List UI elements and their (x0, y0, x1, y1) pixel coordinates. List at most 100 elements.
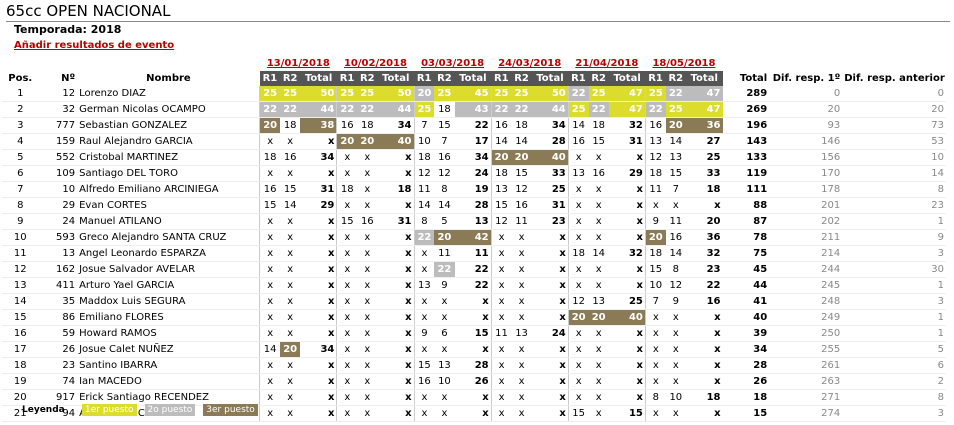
cell: 11 (454, 245, 492, 262)
cell: 22 (490, 101, 512, 118)
cell: x (567, 197, 589, 214)
cell: 21 (2, 405, 39, 422)
column-header: Total (739, 73, 768, 84)
cell: x (511, 229, 532, 246)
round-header: R1 (414, 71, 435, 86)
cell: x (259, 165, 281, 182)
column-header-row: Pos. Nº Nombre R1 R2 Total R1 R2 Total R1 R2 Total R… (2, 71, 946, 86)
cell: x (377, 165, 415, 182)
cell: x (377, 405, 415, 422)
cell: 14 (413, 197, 435, 214)
event-date[interactable]: 24/03/2018 (498, 58, 562, 69)
cell: x (608, 213, 646, 230)
cell: 5 (842, 341, 946, 358)
season: Temporada: 2018 (14, 23, 122, 36)
cell: 10 (842, 149, 946, 166)
cell: 14 (259, 341, 281, 358)
result-row: 11 13 Angel Leonardo ESPARZA x x x x x x x 11 11 x x x… (2, 245, 946, 262)
cell: 31 (377, 213, 415, 230)
event-date[interactable]: 21/04/2018 (575, 58, 639, 69)
cell: 13 (38, 245, 78, 262)
cell: 255 (769, 341, 843, 358)
cell: x (511, 373, 532, 390)
cell: 14 (490, 133, 512, 150)
cell: 119 (722, 165, 770, 182)
cell: x (454, 389, 492, 406)
cell: x (567, 213, 589, 230)
cell: 159 (38, 133, 78, 150)
rider-name: Sebastian GONZALEZ (77, 117, 260, 134)
cell: x (357, 389, 378, 406)
cell: 133 (722, 149, 770, 166)
cell: 245 (769, 277, 843, 294)
result-row: 14 35 Maddox Luis SEGURA x x x x x x x x x x x x 12 13 25… (2, 293, 946, 310)
cell: x (588, 389, 609, 406)
add-results-link[interactable]: Añadir resultados de evento (14, 40, 175, 51)
cell: x (434, 389, 455, 406)
cell: 20 (2, 389, 39, 406)
cell: 1 (2, 86, 39, 102)
rider-name: Josue Calet NUÑEZ (77, 341, 260, 358)
result-row: 10 593 Greco Alejandro SANTA CRUZ x x x x x x 22 2… (2, 229, 946, 246)
cell: x (280, 293, 301, 310)
cell: x (280, 373, 301, 390)
cell: x (413, 309, 435, 326)
cell: 24 (454, 165, 492, 182)
cell: 5 (434, 213, 455, 230)
cell: 87 (722, 213, 770, 230)
cell: x (336, 357, 358, 374)
cell: 30 (842, 261, 946, 278)
cell: 1 (842, 213, 946, 230)
cell: 3 (842, 405, 946, 422)
cell: 20 (842, 101, 946, 118)
cell: 143 (722, 133, 770, 150)
cell: x (644, 325, 666, 342)
cell: 10 (38, 181, 78, 198)
cell: x (531, 405, 569, 422)
cell: x (567, 389, 589, 406)
cell: x (511, 277, 532, 294)
cell: 12 (434, 165, 455, 182)
event-date[interactable]: 10/02/2018 (343, 58, 407, 69)
cell: 22 (336, 101, 358, 118)
legend-title: Leyenda (22, 405, 65, 415)
cell: 0 (769, 86, 843, 102)
cell: 74 (38, 373, 78, 390)
cell: x (259, 245, 281, 262)
event-date[interactable]: 18/05/2018 (652, 58, 716, 69)
cell: x (588, 341, 609, 358)
cell: x (608, 325, 646, 342)
cell: x (490, 405, 512, 422)
cell: x (336, 261, 358, 278)
rider-name: Josue Salvador AVELAR (77, 261, 260, 278)
cell: x (608, 181, 646, 198)
rider-name: Greco Alejandro SANTA CRUZ (77, 229, 260, 246)
cell: x (357, 165, 378, 182)
cell: 26 (38, 341, 78, 358)
cell: x (357, 373, 378, 390)
cell: x (280, 389, 301, 406)
cell: 18 (280, 117, 301, 134)
cell: x (588, 181, 609, 198)
cell: 22 (567, 86, 589, 102)
cell: x (608, 389, 646, 406)
cell: x (300, 165, 337, 182)
cell: 5 (2, 149, 39, 166)
cell: x (280, 325, 301, 342)
event-date[interactable]: 03/03/2018 (421, 58, 485, 69)
cell: 20 (259, 117, 281, 134)
cell: 10 (665, 389, 686, 406)
result-row: 4 159 Raul Alejandro GARCIA x x x 20 20 40 10 7 17 1… (2, 133, 946, 150)
cell: 8 (2, 197, 39, 214)
cell: x (280, 405, 301, 422)
cell: x (377, 229, 415, 246)
legend-item: 1er puesto (82, 404, 137, 416)
cell: 41 (722, 293, 770, 310)
cell: x (357, 309, 378, 326)
event-date[interactable]: 13/01/2018 (266, 58, 330, 69)
cell: 2 (842, 373, 946, 390)
cell: 15 (722, 405, 770, 422)
cell: 33 (685, 165, 723, 182)
cell: 44 (300, 101, 337, 118)
cell: 25 (413, 101, 435, 118)
